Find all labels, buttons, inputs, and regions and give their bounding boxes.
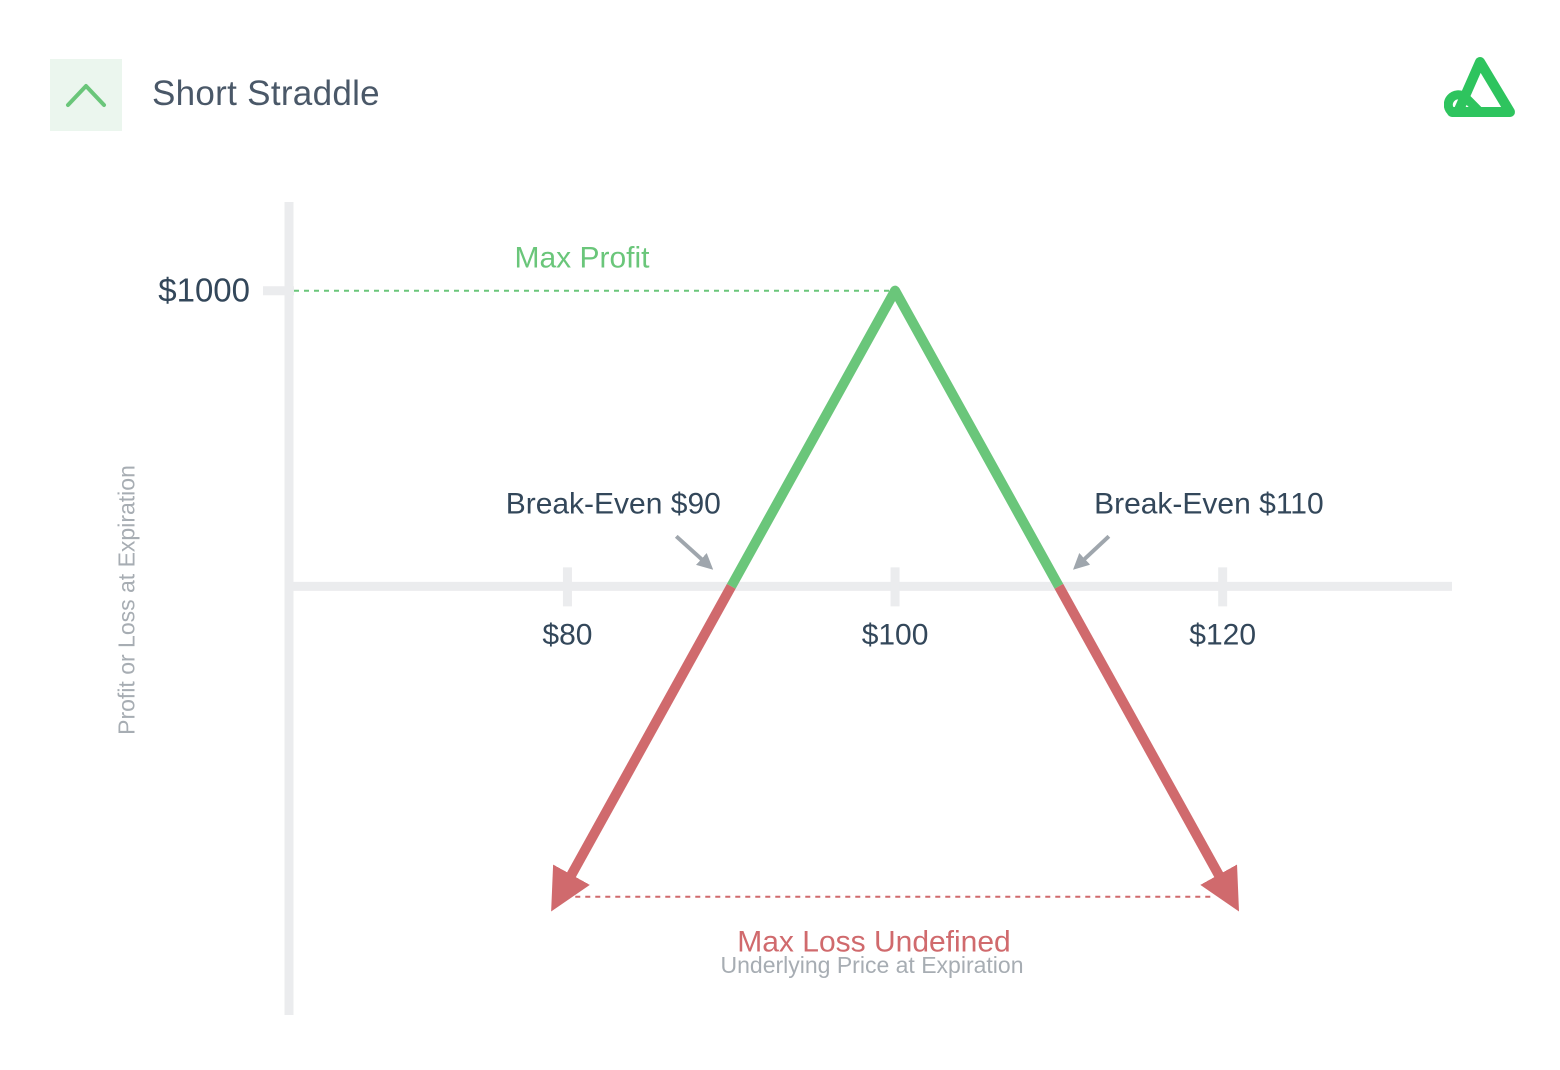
profit-line: [726, 285, 1064, 589]
loss-line-right: [1054, 583, 1240, 912]
brand-logo-icon: [1443, 54, 1518, 125]
x-tick-label: $100: [862, 618, 929, 651]
header-chevron-badge: [50, 59, 122, 131]
y-tick-label: $1000: [158, 272, 250, 309]
max-loss-label: Max Loss Undefined: [737, 926, 1011, 959]
break-even-high-label: Break-Even $110: [1094, 487, 1324, 520]
max-profit-label: Max Profit: [514, 242, 650, 275]
chevron-up-icon: [66, 84, 106, 107]
page-title: Short Straddle: [152, 74, 380, 113]
x-axis-label: Underlying Price at Expiration: [720, 952, 1024, 978]
break-even-low-pointer: [674, 534, 714, 570]
break-even-high-pointer: [1073, 534, 1111, 570]
loss-line-left: [551, 583, 736, 912]
x-tick-label: $120: [1189, 618, 1256, 651]
break-even-low-label: Break-Even $90: [506, 487, 721, 520]
x-tick-label: $80: [542, 618, 592, 651]
y-axis-label: Profit or Loss at Expiration: [113, 465, 140, 735]
